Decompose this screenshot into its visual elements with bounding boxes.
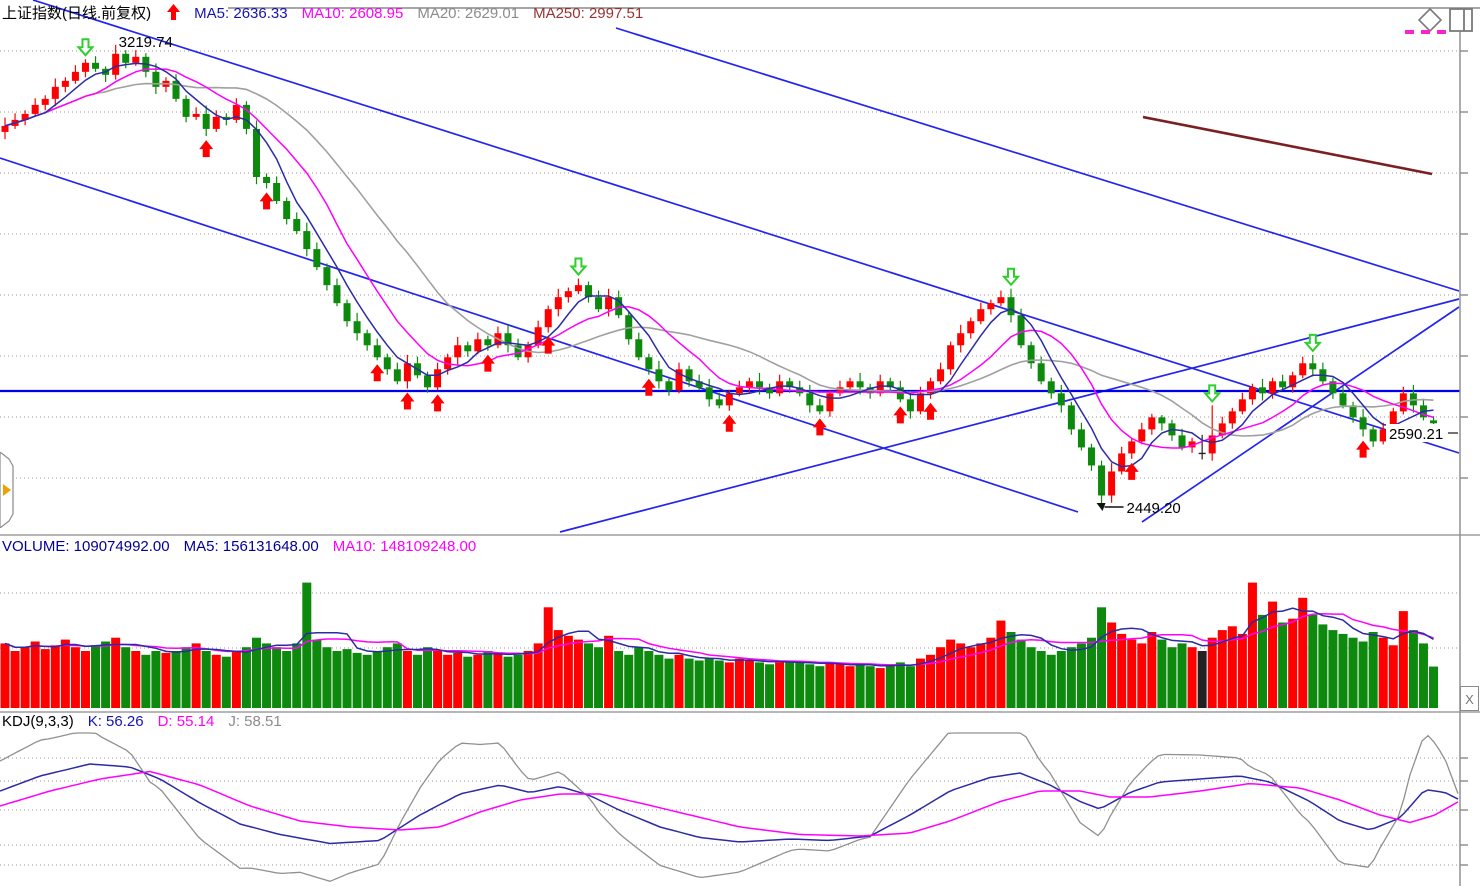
sidebar-expand-tab[interactable] [0, 451, 16, 533]
volume-ma10-value: MA10: 148109248.00 [332, 538, 477, 555]
kdj-d-value: D: 55.14 [157, 713, 215, 730]
last-price-label: 2590.21 [1389, 426, 1443, 443]
sell-signal-arrow [76, 38, 95, 57]
ma250-value: MA250: 2997.51 [533, 5, 644, 22]
sell-signal-arrow [1303, 333, 1323, 353]
kdj-name: KDJ(9,3,3) [2, 713, 74, 730]
main-chart-header: 上证指数(日线.前复权) MA5: 2636.33 MA10: 2608.95 MA2… [2, 4, 657, 23]
buy-signal-arrow [400, 392, 415, 410]
buy-signal-arrow [430, 394, 445, 412]
buy-signal-arrow [1356, 440, 1371, 458]
sell-signal-arrow [569, 257, 588, 277]
diamond-marker-icon[interactable] [1416, 6, 1444, 39]
sell-signal-arrow [1202, 384, 1222, 403]
gridlines [0, 50, 1460, 866]
price-ma-lines [4, 62, 1434, 468]
signal-arrows [76, 38, 1371, 480]
kdj-k-value: K: 56.26 [87, 713, 144, 730]
expand-arrow-icon [3, 484, 11, 496]
buy-signal-arrow [541, 336, 556, 354]
instrument-title: 上证指数(日线.前复权) [2, 5, 152, 22]
price-up-arrow-icon [167, 4, 181, 20]
buy-signal-arrow [722, 414, 737, 432]
high-price-label: 3219.74 [119, 34, 173, 51]
kdj-lines [0, 732, 1459, 882]
ma20-value: MA20: 2629.01 [417, 5, 520, 22]
volume-header: VOLUME: 109074992.00 MA5: 156131648.00 MA1… [2, 538, 490, 556]
chart-toolbar [1416, 6, 1474, 39]
buy-signal-arrow [1124, 462, 1139, 480]
volume-ma5-value: MA5: 156131648.00 [183, 538, 319, 555]
buy-signal-arrow [199, 140, 214, 158]
buy-signal-arrow [923, 402, 938, 420]
axes-and-borders [0, 7, 1480, 886]
kdj-header: KDJ(9,3,3) K: 56.26 D: 55.14 J: 58.51 [2, 713, 296, 731]
trend-lines [0, 0, 1460, 533]
buy-signal-arrow [370, 364, 385, 382]
indicator-close-button[interactable]: X [1460, 686, 1479, 711]
buy-signal-arrow [812, 418, 827, 436]
buy-signal-arrow [259, 192, 274, 210]
sell-signal-arrow [1001, 267, 1021, 287]
ma5-value: MA5: 2636.33 [194, 5, 288, 22]
volume-value: VOLUME: 109074992.00 [2, 538, 170, 555]
buy-signal-arrow [893, 406, 908, 424]
ma-indicator-dashes [1405, 30, 1446, 34]
volume-ma-lines [4, 607, 1434, 667]
kdj-j-value: J: 58.51 [228, 713, 282, 730]
buy-signal-arrow [641, 378, 656, 396]
ma10-value: MA10: 2608.95 [301, 5, 404, 22]
price-labels: 3219.74 2449.20 2590.21 [119, 34, 1458, 517]
buy-signal-arrow [480, 354, 495, 372]
low-price-label: 2449.20 [1127, 500, 1181, 517]
volume-bars [0, 582, 1439, 708]
candlesticks [1, 44, 1438, 508]
split-window-icon[interactable] [1448, 6, 1474, 39]
